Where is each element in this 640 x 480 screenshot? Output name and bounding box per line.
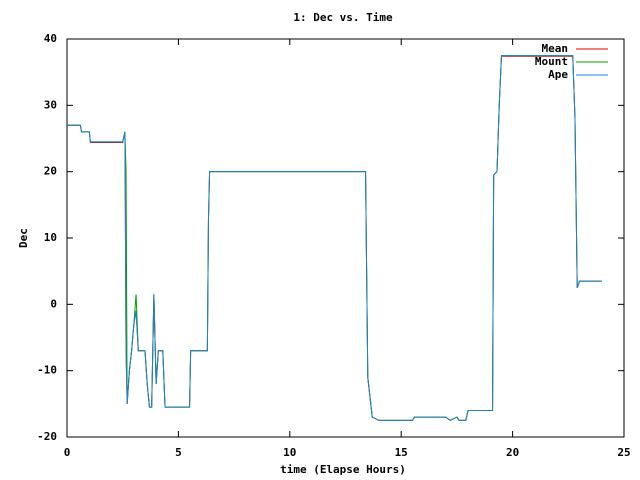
data-line	[67, 55, 602, 422]
y-tick-label: 0	[50, 297, 57, 310]
y-tick-label: 10	[44, 231, 57, 244]
y-axis-label: Dec	[17, 228, 30, 248]
x-tick-label: 5	[175, 446, 182, 459]
data-line	[67, 55, 602, 422]
data-line	[67, 55, 602, 422]
y-tick-label: -10	[37, 364, 57, 377]
plot-frame	[66, 38, 625, 438]
x-tick-label: 25	[617, 446, 630, 459]
x-tick-label: 0	[64, 446, 71, 459]
y-tick-label: 40	[44, 32, 57, 45]
x-tick-label: 20	[506, 446, 519, 459]
legend-label: Mean	[542, 42, 569, 55]
y-tick-label: 30	[44, 98, 57, 111]
x-axis-label: time (Elapse Hours)	[280, 463, 406, 476]
legend-label: Ape	[548, 68, 568, 81]
y-tick-label: -20	[37, 430, 57, 443]
chart-title: 1: Dec vs. Time	[293, 11, 393, 24]
y-tick-label: 20	[44, 165, 57, 178]
legend-label: Mount	[535, 55, 568, 68]
x-tick-label: 10	[283, 446, 296, 459]
x-tick-label: 15	[395, 446, 408, 459]
